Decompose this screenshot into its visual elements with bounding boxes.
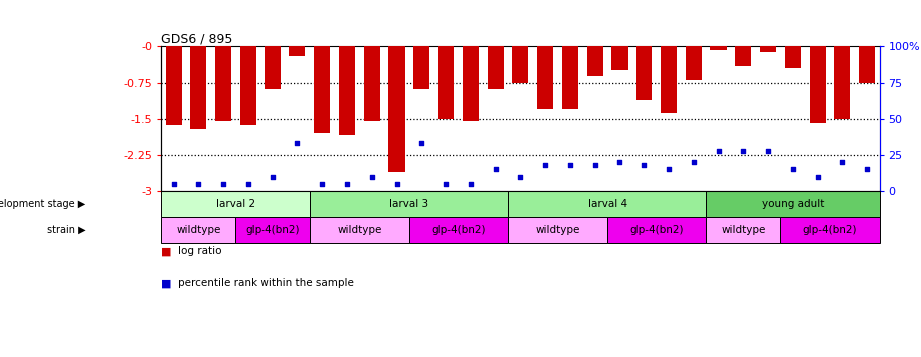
Point: [488, 166, 503, 172]
Point: [786, 166, 800, 172]
Text: glp-4(bn2): glp-4(bn2): [245, 225, 300, 235]
Bar: [161, 191, 309, 217]
Bar: [264, 46, 281, 89]
Bar: [562, 46, 578, 109]
Bar: [462, 46, 479, 121]
Point: [661, 166, 676, 172]
Point: [390, 181, 404, 187]
Bar: [735, 46, 752, 66]
Bar: [389, 46, 404, 172]
Bar: [710, 46, 727, 50]
Bar: [810, 46, 826, 122]
Text: larval 4: larval 4: [588, 199, 626, 209]
Text: ■: ■: [161, 246, 171, 256]
Text: glp-4(bn2): glp-4(bn2): [431, 225, 485, 235]
Text: glp-4(bn2): glp-4(bn2): [803, 225, 857, 235]
Bar: [289, 46, 306, 56]
Point: [340, 181, 355, 187]
Text: log ratio: log ratio: [178, 246, 221, 256]
Bar: [487, 46, 504, 89]
Bar: [607, 217, 706, 243]
Text: larval 2: larval 2: [216, 199, 255, 209]
Point: [761, 148, 775, 154]
Bar: [414, 46, 429, 89]
Point: [636, 162, 651, 168]
Point: [736, 148, 751, 154]
Bar: [314, 46, 331, 133]
Bar: [166, 46, 181, 125]
Bar: [859, 46, 875, 82]
Text: development stage ▶: development stage ▶: [0, 199, 86, 209]
Text: percentile rank within the sample: percentile rank within the sample: [178, 278, 354, 288]
Text: GDS6 / 895: GDS6 / 895: [161, 32, 232, 45]
Point: [166, 181, 181, 187]
Bar: [661, 46, 677, 113]
Bar: [236, 217, 309, 243]
Text: wildtype: wildtype: [176, 225, 220, 235]
Bar: [512, 46, 529, 82]
Point: [414, 141, 428, 146]
Bar: [309, 217, 409, 243]
Point: [240, 181, 255, 187]
Bar: [612, 46, 627, 70]
Bar: [760, 46, 776, 52]
Text: larval 3: larval 3: [390, 199, 428, 209]
Point: [612, 159, 627, 165]
Bar: [239, 46, 256, 125]
Point: [365, 174, 379, 180]
Bar: [215, 46, 231, 121]
Point: [860, 166, 875, 172]
Text: wildtype: wildtype: [535, 225, 579, 235]
Bar: [161, 217, 236, 243]
Bar: [706, 191, 880, 217]
Point: [191, 181, 205, 187]
Point: [711, 148, 726, 154]
Point: [290, 141, 305, 146]
Point: [265, 174, 280, 180]
Text: ■: ■: [161, 278, 171, 288]
Bar: [364, 46, 379, 121]
Bar: [438, 46, 454, 119]
Point: [835, 159, 850, 165]
Bar: [780, 217, 880, 243]
Point: [513, 174, 528, 180]
Text: strain ▶: strain ▶: [47, 225, 86, 235]
Point: [438, 181, 453, 187]
Point: [563, 162, 577, 168]
Bar: [508, 217, 607, 243]
Text: young adult: young adult: [762, 199, 824, 209]
Bar: [587, 46, 602, 76]
Point: [538, 162, 553, 168]
Point: [216, 181, 230, 187]
Point: [315, 181, 330, 187]
Text: wildtype: wildtype: [721, 225, 765, 235]
Point: [810, 174, 825, 180]
Bar: [339, 46, 355, 135]
Point: [686, 159, 701, 165]
Point: [588, 162, 602, 168]
Text: wildtype: wildtype: [337, 225, 381, 235]
Point: [463, 181, 478, 187]
Bar: [834, 46, 850, 119]
Bar: [636, 46, 652, 100]
Bar: [706, 217, 780, 243]
Bar: [686, 46, 702, 80]
Text: glp-4(bn2): glp-4(bn2): [629, 225, 684, 235]
Bar: [785, 46, 801, 68]
Bar: [537, 46, 554, 109]
Bar: [508, 191, 706, 217]
Bar: [191, 46, 206, 129]
Bar: [409, 217, 508, 243]
Bar: [309, 191, 508, 217]
